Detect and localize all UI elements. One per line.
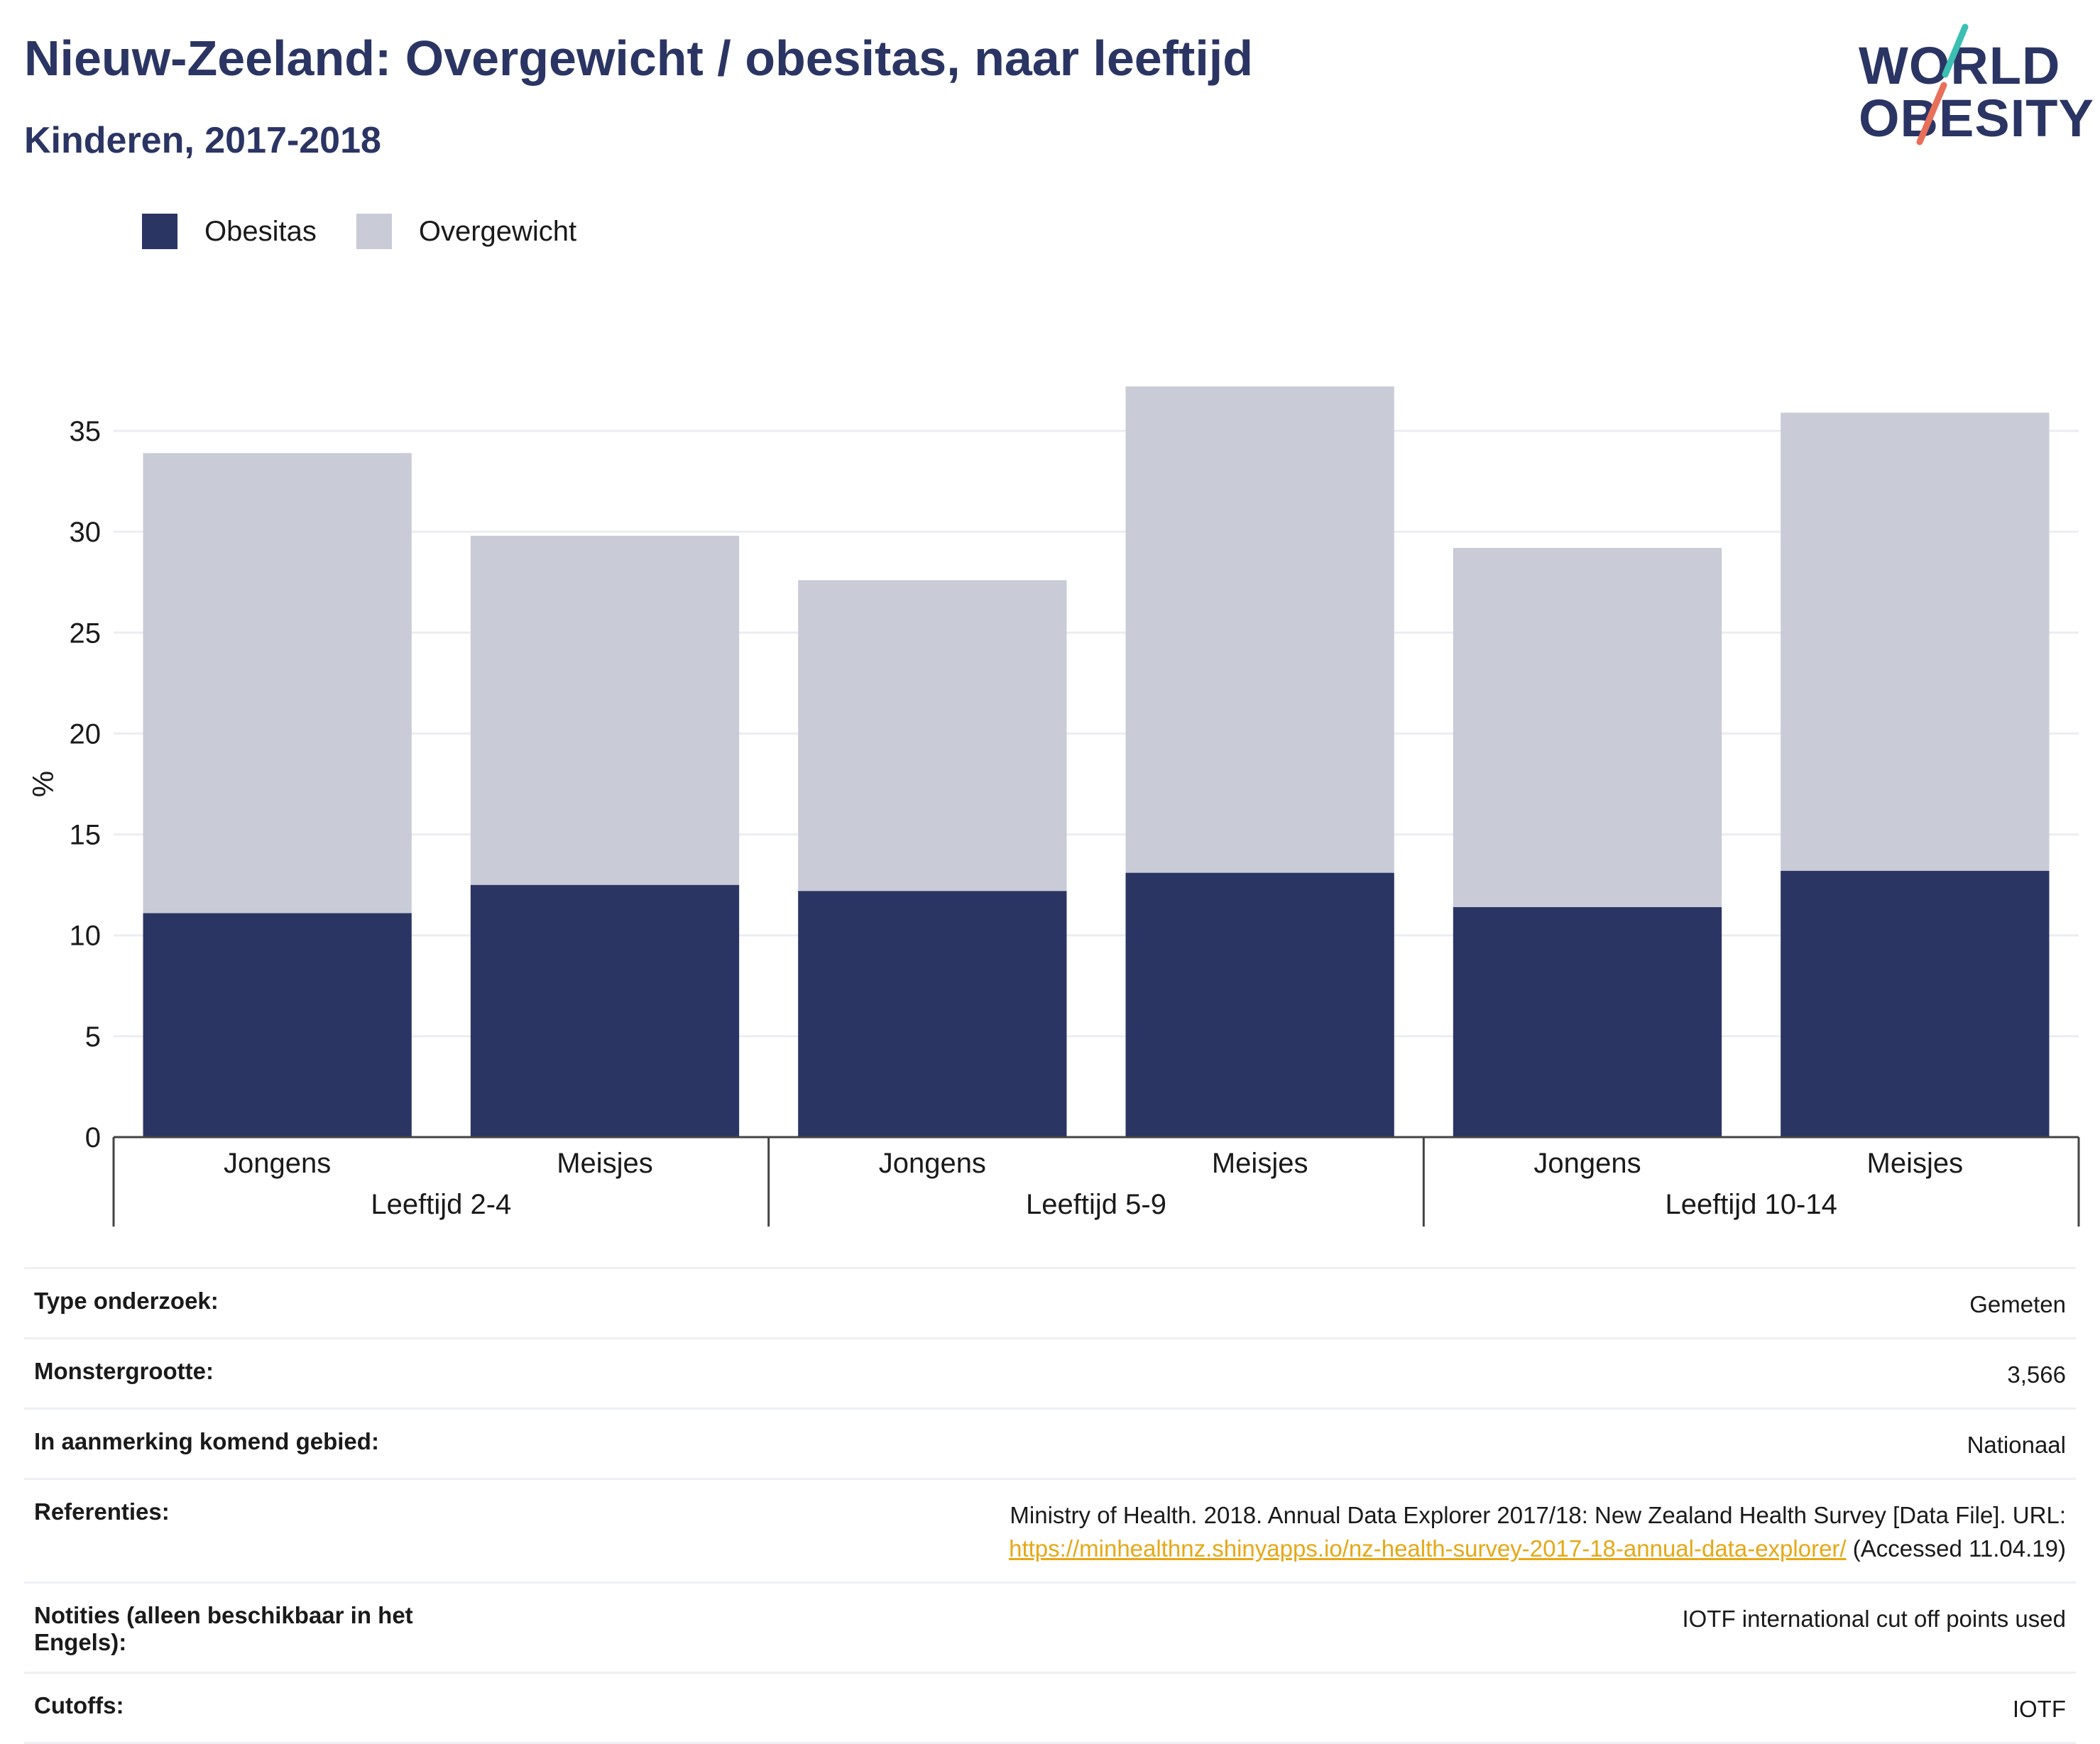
legend-item-overgewicht[interactable]: Overgewicht (356, 214, 576, 249)
bar-obesitas-3[interactable] (798, 891, 1067, 1137)
bar-obesitas-1[interactable] (143, 913, 412, 1137)
y-axis-label: % (26, 771, 60, 797)
meta-key: Type onderzoek: (24, 1267, 498, 1339)
metadata-table: Type onderzoek: Gemeten Monstergrootte: … (24, 1267, 2076, 1744)
y-tick-label: 35 (70, 416, 102, 447)
y-tick-label: 15 (70, 820, 102, 851)
bar-overgewicht-3[interactable] (798, 580, 1067, 892)
reference-accessed: (Accessed 11.04.19) (1846, 1535, 2066, 1562)
meta-value: IOTF (498, 1672, 2076, 1744)
x-tick-label: Jongens (879, 1148, 986, 1179)
legend-label-overgewicht: Overgewicht (418, 215, 577, 247)
bar-overgewicht-1[interactable] (143, 453, 412, 914)
bar-overgewicht-4[interactable] (1125, 386, 1394, 873)
legend-label-obesitas: Obesitas (204, 215, 317, 247)
bar-overgewicht-5[interactable] (1453, 547, 1722, 907)
x-tick-label: Meisjes (1212, 1148, 1308, 1179)
meta-row-sample: Monstergrootte: 3,566 (24, 1337, 2076, 1409)
meta-value-reference: Ministry of Health. 2018. Annual Data Ex… (498, 1477, 2076, 1583)
x-tick-label: Meisjes (557, 1148, 653, 1179)
y-tick-label: 20 (70, 718, 102, 750)
x-group-label: Leeftijd 10-14 (1665, 1189, 1837, 1220)
meta-key: Monstergrootte: (24, 1337, 498, 1409)
meta-row-references: Referenties: Ministry of Health. 2018. A… (24, 1477, 2076, 1583)
legend-swatch-obesitas (142, 214, 177, 249)
meta-value: 3,566 (498, 1337, 2076, 1409)
chart-legend: Obesitas Overgewicht (142, 212, 616, 251)
bar-obesitas-4[interactable] (1125, 872, 1394, 1137)
meta-row-type: Type onderzoek: Gemeten (24, 1267, 2076, 1339)
logo-word-obesity: OBESITY (1859, 89, 2094, 148)
y-tick-label: 30 (70, 517, 102, 548)
y-tick-label: 5 (85, 1021, 101, 1053)
meta-key: In aanmerking komend gebied: (24, 1407, 498, 1479)
reference-link[interactable]: https://minhealthnz.shinyapps.io/nz-heal… (1009, 1535, 1847, 1562)
y-tick-label: 25 (70, 618, 102, 649)
chart-title: Nieuw-Zeeland: Overgewicht / obesitas, n… (24, 31, 1253, 86)
bar-obesitas-6[interactable] (1781, 870, 2050, 1137)
x-tick-label: Jongens (224, 1148, 331, 1179)
x-group-label: Leeftijd 2-4 (371, 1189, 511, 1220)
legend-item-obesitas[interactable]: Obesitas (142, 214, 317, 249)
meta-row-notes: Notities (alleen beschikbaar in het Enge… (24, 1581, 2076, 1673)
y-tick-label: 0 (85, 1122, 101, 1153)
x-group-label: Leeftijd 5-9 (1026, 1189, 1166, 1220)
meta-value: IOTF international cut off points used (498, 1581, 2076, 1673)
meta-key: Notities (alleen beschikbaar in het Enge… (24, 1581, 498, 1673)
bar-obesitas-5[interactable] (1453, 906, 1722, 1137)
bar-overgewicht-2[interactable] (470, 535, 740, 885)
meta-value: Gemeten (498, 1267, 2076, 1339)
bar-obesitas-2[interactable] (470, 884, 740, 1137)
reference-text: Ministry of Health. 2018. Annual Data Ex… (1010, 1501, 2066, 1528)
meta-value: Nationaal (498, 1407, 2076, 1479)
logo-slash-icon (1916, 23, 1969, 146)
y-tick-label: 10 (70, 921, 102, 952)
x-tick-label: Meisjes (1867, 1148, 1964, 1179)
bar-overgewicht-6[interactable] (1781, 412, 2050, 871)
chart-subtitle: Kinderen, 2017-2018 (24, 120, 381, 161)
stacked-bar-chart: 0 5 10 15 20 25 30 35% Jongens Meisjes Jongens Meis… (26, 386, 2080, 1227)
x-tick-label: Jongens (1533, 1148, 1641, 1179)
meta-key: Cutoffs: (24, 1672, 498, 1744)
meta-key: Referenties: (24, 1477, 498, 1583)
world-obesity-logo: WORLD OBESITY (1846, 21, 2094, 149)
meta-row-area: In aanmerking komend gebied: Nationaal (24, 1407, 2076, 1479)
legend-swatch-overgewicht (356, 214, 392, 249)
meta-row-cutoffs: Cutoffs: IOTF (24, 1672, 2076, 1744)
